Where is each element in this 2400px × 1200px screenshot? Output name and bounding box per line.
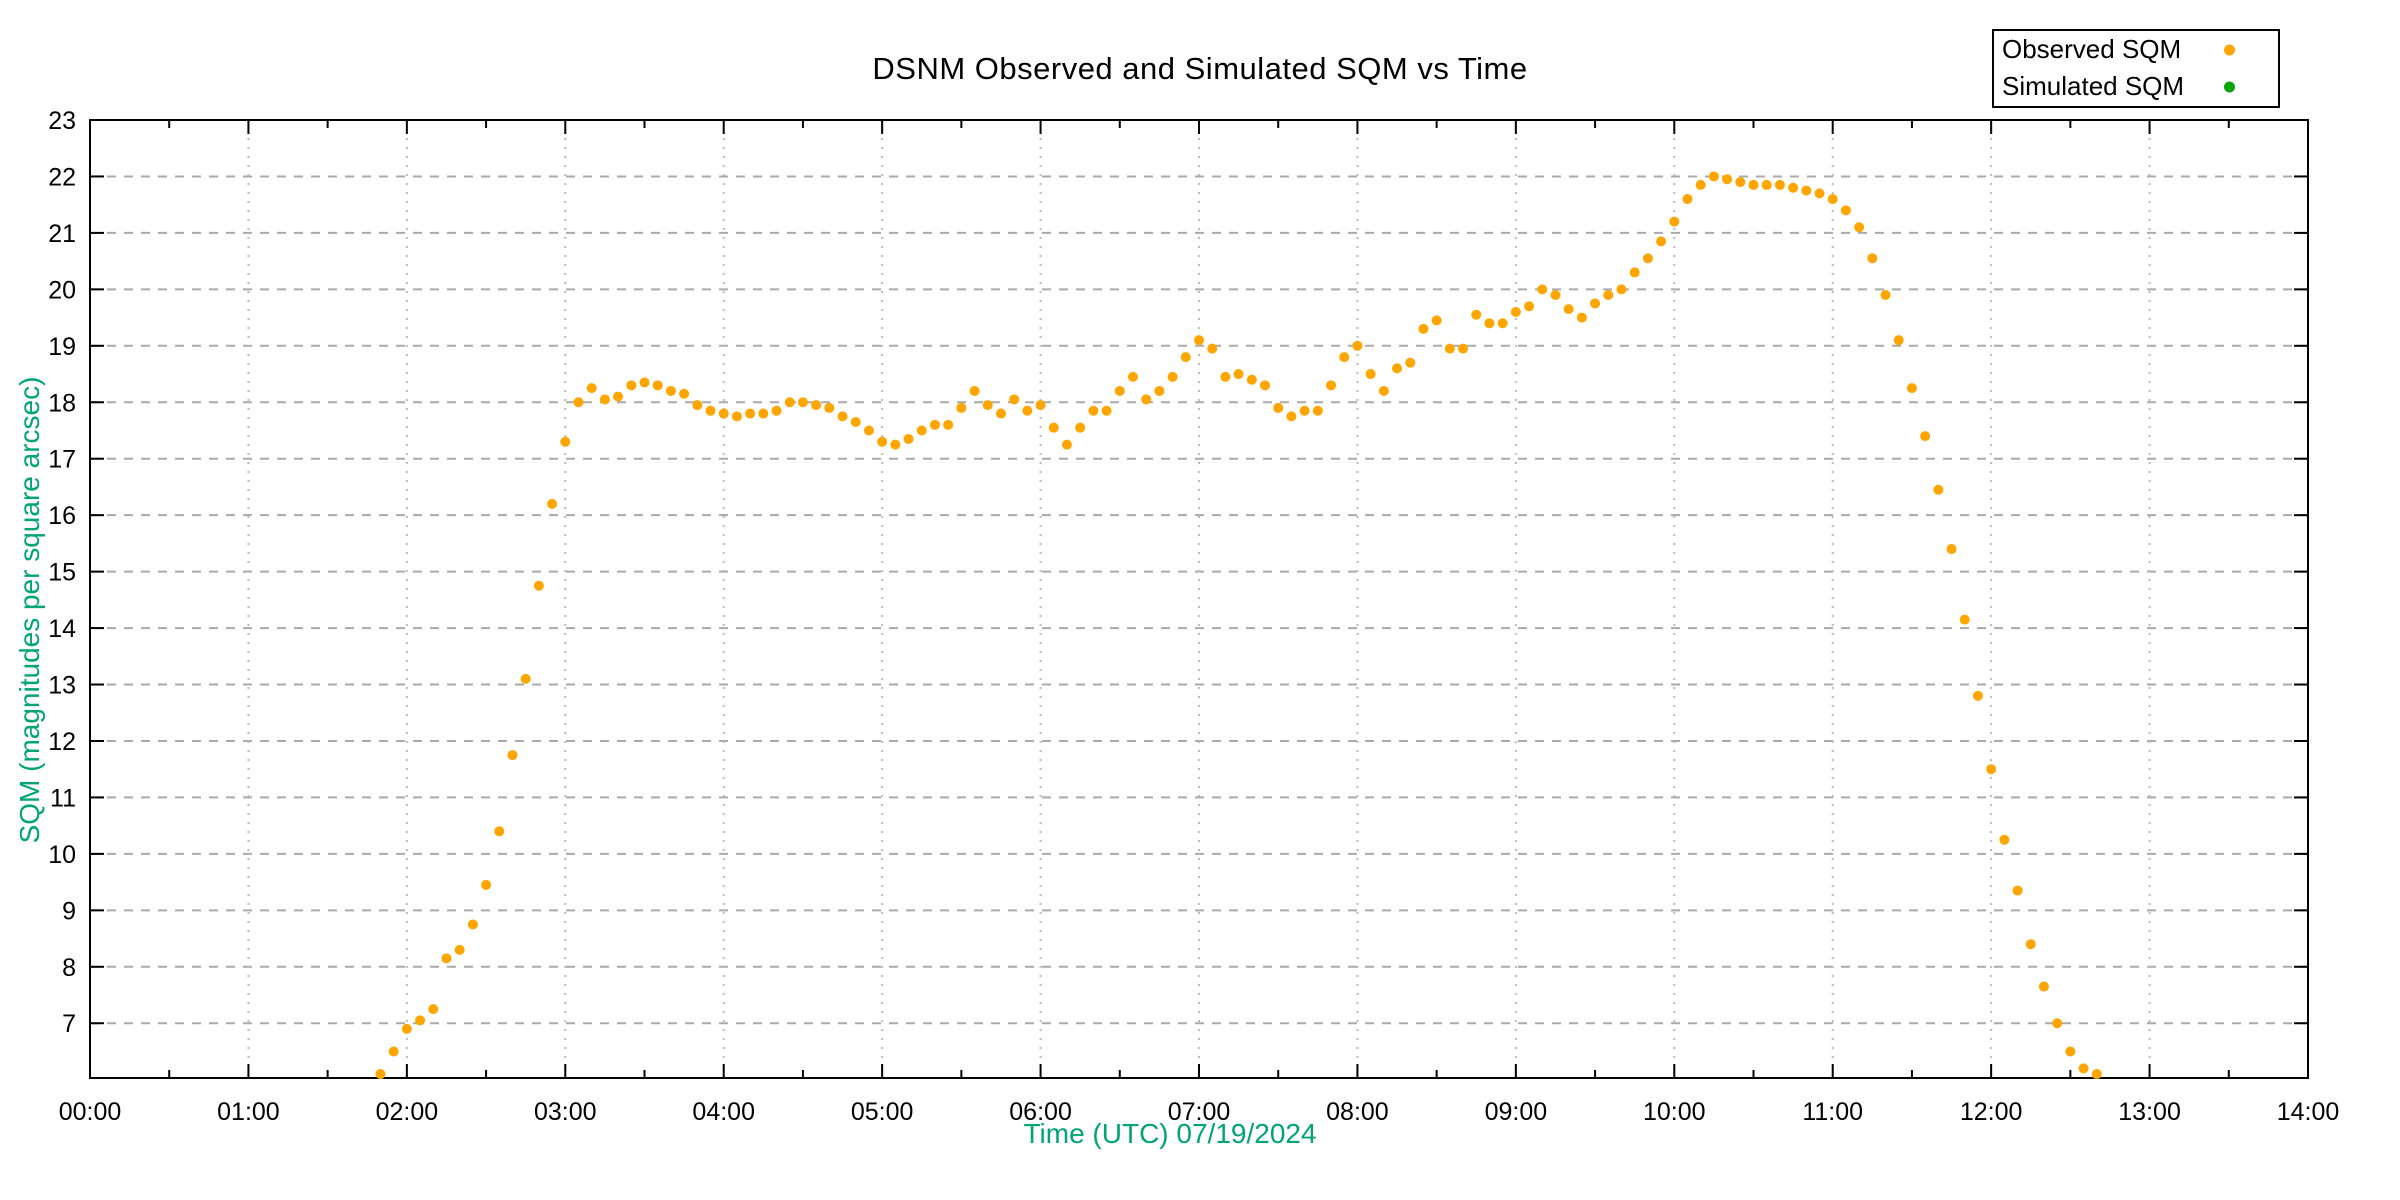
y-tick-labels: 7 8 9 10 11 12 13 14 15 16 17 18 19 20 21 22 23	[48, 107, 76, 1038]
svg-text:01:00: 01:00	[217, 1098, 280, 1126]
svg-text:12:00: 12:00	[1960, 1098, 2023, 1126]
svg-text:17: 17	[48, 446, 76, 474]
svg-text:8: 8	[62, 954, 76, 982]
svg-text:7: 7	[62, 1010, 76, 1038]
svg-text:14: 14	[48, 615, 76, 643]
legend-item-observed: Observed SQM	[1994, 31, 2278, 68]
svg-text:21: 21	[48, 220, 76, 248]
svg-text:15: 15	[48, 559, 76, 587]
x-tick-labels: 00:00 01:00 02:00 03:00 04:00 05:00 06:00 07:00…	[59, 1098, 2340, 1126]
legend-label-simulated: Simulated SQM	[2002, 71, 2185, 101]
svg-text:00:00: 00:00	[59, 1098, 122, 1126]
svg-text:11:00: 11:00	[1802, 1098, 1863, 1126]
svg-text:10: 10	[48, 841, 76, 869]
plot-border	[89, 119, 2309, 1079]
svg-text:07:00: 07:00	[1168, 1098, 1231, 1126]
svg-text:03:00: 03:00	[534, 1098, 597, 1126]
svg-text:13:00: 13:00	[2118, 1098, 2181, 1126]
svg-text:12: 12	[48, 728, 76, 756]
legend: Observed SQM Simulated SQM	[1992, 29, 2280, 108]
svg-text:11: 11	[50, 784, 76, 812]
svg-text:18: 18	[48, 389, 76, 417]
svg-text:04:00: 04:00	[692, 1098, 755, 1126]
chart-title: DSNM Observed and Simulated SQM vs Time	[872, 51, 1528, 86]
x-axis-label: Time (UTC) 07/19/2024	[1023, 1118, 1317, 1149]
legend-item-simulated: Simulated SQM	[1994, 68, 2278, 105]
svg-text:10:00: 10:00	[1643, 1098, 1706, 1126]
simulated-marker-icon	[2224, 81, 2235, 92]
svg-text:9: 9	[62, 897, 76, 925]
svg-text:13: 13	[48, 672, 76, 700]
observed-sqm-points	[375, 171, 2102, 1080]
svg-text:14:00: 14:00	[2277, 1098, 2340, 1126]
svg-text:08:00: 08:00	[1326, 1098, 1389, 1126]
svg-text:20: 20	[48, 276, 76, 304]
svg-text:06:00: 06:00	[1009, 1098, 1072, 1126]
observed-marker-icon	[2224, 44, 2235, 55]
svg-text:22: 22	[48, 163, 76, 191]
legend-label-observed: Observed SQM	[2002, 34, 2182, 64]
svg-text:05:00: 05:00	[851, 1098, 914, 1126]
svg-text:23: 23	[48, 107, 76, 135]
svg-text:19: 19	[48, 333, 76, 361]
svg-text:09:00: 09:00	[1485, 1098, 1548, 1126]
svg-text:16: 16	[48, 502, 76, 530]
svg-text:02:00: 02:00	[376, 1098, 439, 1126]
gridlines	[90, 120, 2308, 1078]
